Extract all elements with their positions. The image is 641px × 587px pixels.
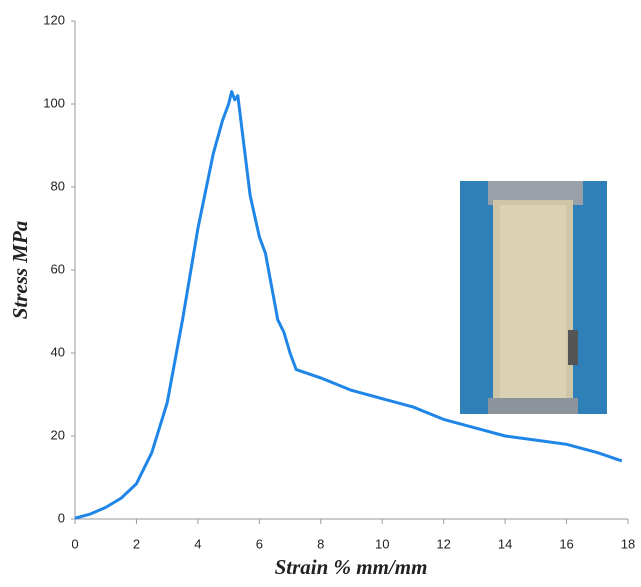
y-tick-label: 80 bbox=[51, 178, 65, 193]
x-axis-label: Strain % mm/mm bbox=[275, 555, 428, 579]
data-line bbox=[74, 90, 623, 520]
x-tick-label: 10 bbox=[375, 536, 389, 551]
y-tick-label: 120 bbox=[43, 12, 65, 27]
y-axis-label: Stress MPa bbox=[8, 221, 32, 320]
y-tick-label: 20 bbox=[51, 427, 65, 442]
x-tick-label: 14 bbox=[498, 536, 512, 551]
x-tick-label: 12 bbox=[436, 536, 450, 551]
x-tick-label: 0 bbox=[71, 536, 78, 551]
y-tick-label: 0 bbox=[58, 510, 65, 525]
x-tick-label: 4 bbox=[194, 536, 201, 551]
x-tick-label: 2 bbox=[133, 536, 140, 551]
y-tick-label: 40 bbox=[51, 344, 65, 359]
x-tick-label: 8 bbox=[317, 536, 324, 551]
y-tick-label: 60 bbox=[51, 261, 65, 276]
x-tick-label: 18 bbox=[621, 536, 635, 551]
x-tick-label: 16 bbox=[559, 536, 573, 551]
x-tick-label: 6 bbox=[256, 536, 263, 551]
y-tick-label: 100 bbox=[43, 95, 65, 110]
inset-photo bbox=[460, 181, 607, 414]
